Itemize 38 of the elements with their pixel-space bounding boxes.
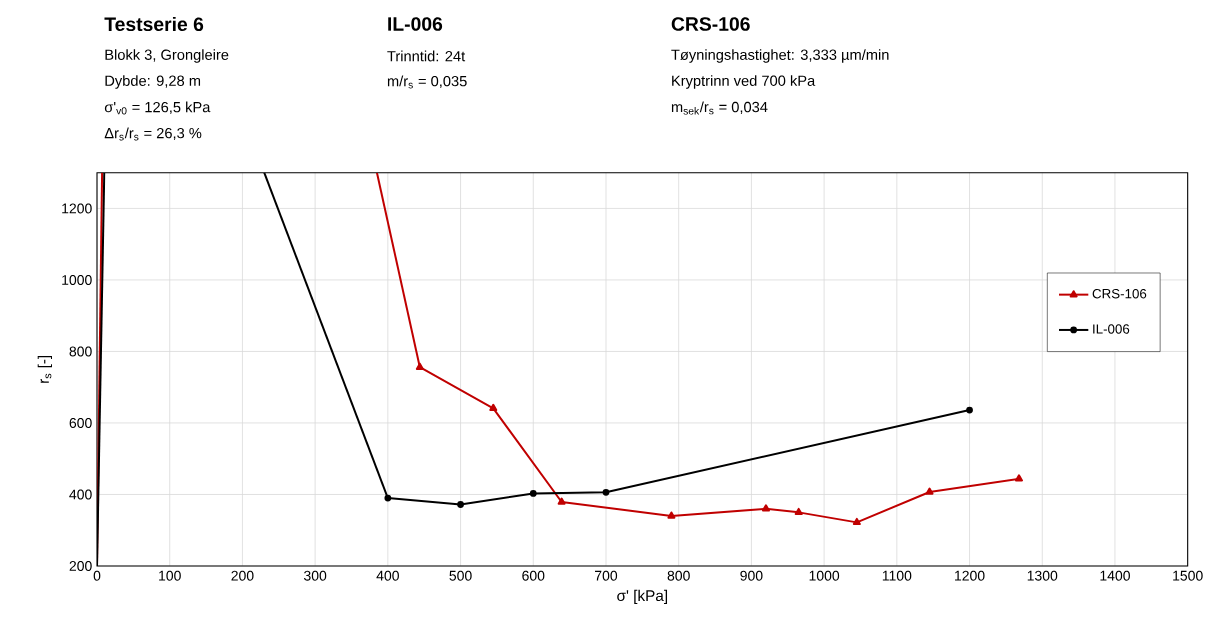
x-tick-label: 200: [231, 570, 254, 581]
x-tick-label: 300: [303, 570, 327, 581]
text: Tøyningshastighet: 3,333 µm/min: [671, 49, 889, 63]
x-tick-label: 100: [159, 570, 181, 581]
chart-title: Testserie 6: [104, 16, 204, 32]
text: m$_{sek}$/r$_{s}$ = 0,034: [671, 101, 768, 115]
x-tick-label: 1100: [882, 570, 912, 581]
x-tick-label: 400: [376, 570, 399, 581]
x-axis-title: σ' [kPa]: [617, 589, 668, 605]
text: IL-006: [388, 17, 443, 31]
x-tick-label: 1400: [1100, 570, 1130, 581]
text: m/r$_{s}$ = 0,035: [387, 75, 467, 89]
text: Blokk 3, Grongleire: [105, 49, 229, 63]
y-axis-title: r$_{s}$ [-]: [37, 355, 52, 383]
text: σ'$_{v0}$ = 126,5 kPa: [104, 101, 211, 115]
y-tick-label: 1200: [62, 203, 92, 214]
x-tick-label: 1000: [809, 570, 840, 581]
text: Dybde: 9,28 m: [105, 75, 201, 89]
y-tick-label: 800: [69, 346, 92, 357]
x-tick-label: 600: [522, 570, 545, 581]
legend-label: IL-006: [1093, 324, 1130, 334]
x-tick-label: 500: [449, 570, 472, 581]
x-tick-label: 1300: [1027, 570, 1058, 581]
y-tick-label: 400: [69, 489, 92, 500]
x-tick-label: 1200: [955, 570, 985, 581]
x-tick-label: 700: [595, 570, 618, 581]
y-tick-label: 1000: [62, 274, 92, 285]
text: CRS-106: [671, 17, 750, 31]
text: Δr$_{s}$/r$_{s}$ = 26,3 %: [104, 127, 202, 141]
y-tick-label: 200: [69, 561, 92, 571]
x-tick-label: 800: [667, 570, 690, 581]
x-tick-label: 0: [93, 570, 101, 581]
legend-label: CRS-106: [1092, 288, 1147, 299]
x-tick-label: 1500: [1173, 570, 1203, 581]
text: Trinntid: 24t: [387, 50, 466, 62]
y-tick-label: 600: [69, 418, 92, 428]
x-tick-label: 900: [740, 570, 763, 581]
text: Kryptrinn ved 700 kPa: [672, 75, 816, 89]
